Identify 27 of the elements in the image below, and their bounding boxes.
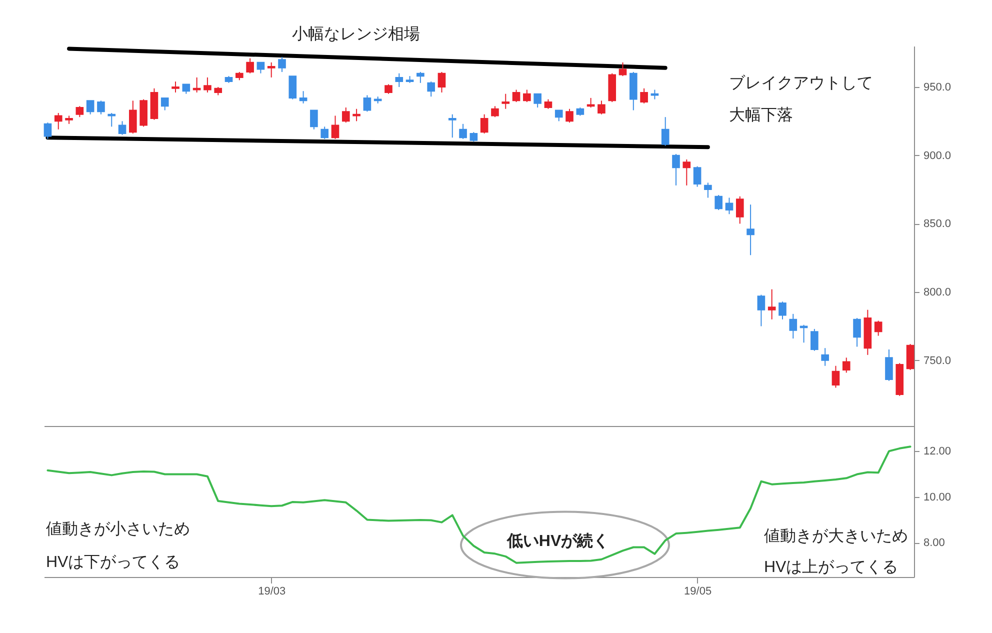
candlestick [182, 84, 190, 94]
y-tick-label: 10.00 [924, 491, 952, 504]
y-tick-label: 8.00 [924, 537, 945, 550]
candlestick [256, 62, 265, 74]
candlestick [97, 100, 105, 115]
candlestick [246, 58, 254, 74]
candlestick [160, 97, 169, 111]
annotation: 低いHVが続く [506, 532, 610, 550]
candlestick [86, 100, 94, 115]
annotation: 値動きが大きいため [764, 527, 908, 545]
y-tick-label: 12.00 [924, 446, 952, 458]
candlestick [129, 100, 137, 134]
candlestick [267, 62, 276, 78]
candlestick [278, 56, 286, 72]
candlestick [118, 120, 126, 136]
annotation: 値動きが小さいため [46, 520, 190, 538]
x-tick-label: 19/05 [684, 586, 712, 598]
candlestick [108, 112, 116, 128]
candlestick [204, 76, 212, 93]
x-tick-label: 19/03 [258, 586, 286, 598]
candlestick [172, 81, 180, 93]
annotation: HVは上がってくる [764, 558, 898, 576]
candlestick [54, 112, 62, 130]
annotation: HVは下がってくる [46, 554, 180, 571]
candlestick [44, 122, 52, 140]
candlestick [76, 106, 84, 118]
candlestick [832, 365, 840, 388]
